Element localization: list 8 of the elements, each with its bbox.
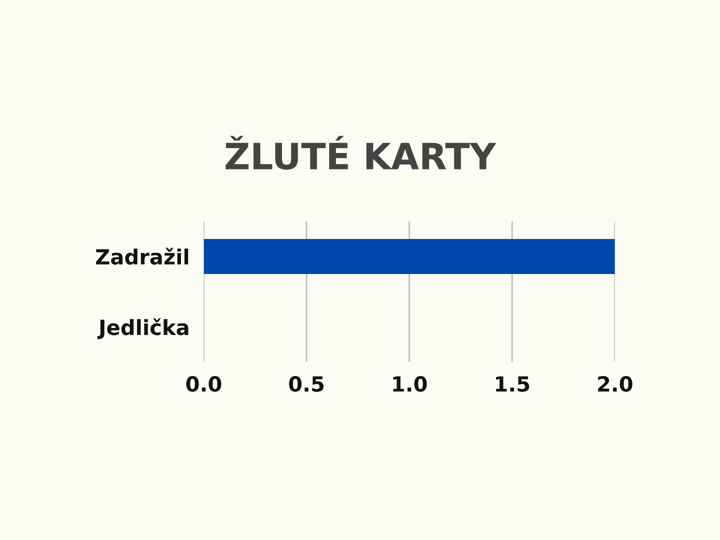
chart-title: ŽLUTÉ KARTY (226, 136, 496, 170)
y-tick-label: Zadražil (96, 248, 188, 265)
y-tick-label: Jedlička (97, 318, 188, 340)
x-tick-label: 2.0 (598, 376, 632, 392)
x-tick-label: 1.0 (393, 376, 427, 392)
x-tick-label: 1.5 (496, 376, 530, 392)
x-tick-label: 0.0 (186, 376, 222, 392)
x-tick-label: 0.5 (289, 376, 324, 392)
